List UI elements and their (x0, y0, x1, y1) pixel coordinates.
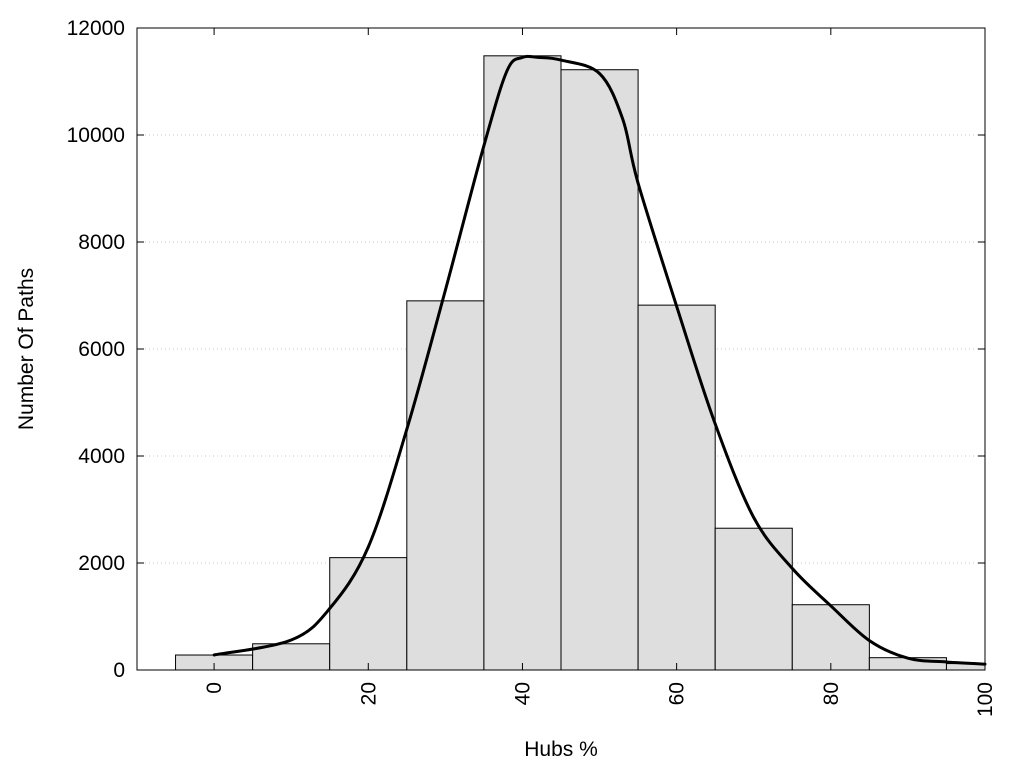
x-tick-labels: 0 20 40 60 80 100 (203, 682, 997, 717)
y-tick-label-0: 0 (113, 659, 125, 682)
bar-50 (560, 69, 639, 671)
y-tick-label-8000: 8000 (78, 231, 125, 254)
x-tick-label-80: 80 (820, 682, 843, 705)
y-tick-label-6000: 6000 (78, 338, 125, 361)
y-tick-labels: 0 2000 4000 6000 8000 10000 12000 (67, 17, 125, 682)
density-curve (212, 54, 987, 666)
x-tick-label-40: 40 (511, 682, 534, 705)
y-axis-label: Number Of Paths (15, 268, 38, 430)
x-tick-label-100: 100 (974, 682, 997, 717)
bar-20 (329, 557, 408, 671)
bar-60 (637, 304, 716, 671)
x-tick-label-60: 60 (666, 682, 689, 705)
bar-30 (406, 300, 485, 671)
bar-40 (483, 55, 562, 671)
y-tick-label-4000: 4000 (78, 445, 125, 468)
histogram-bars (175, 55, 986, 671)
x-tick-label-0: 0 (203, 682, 226, 694)
y-tick-label-10000: 10000 (67, 124, 125, 147)
bar-80 (791, 604, 870, 671)
y-tick-label-2000: 2000 (78, 552, 125, 575)
x-tick-label-20: 20 (357, 682, 380, 705)
bar-70 (714, 527, 793, 671)
y-tick-label-12000: 12000 (67, 17, 125, 40)
x-axis-label: Hubs % (524, 738, 598, 761)
axis-ticks (137, 27, 986, 671)
